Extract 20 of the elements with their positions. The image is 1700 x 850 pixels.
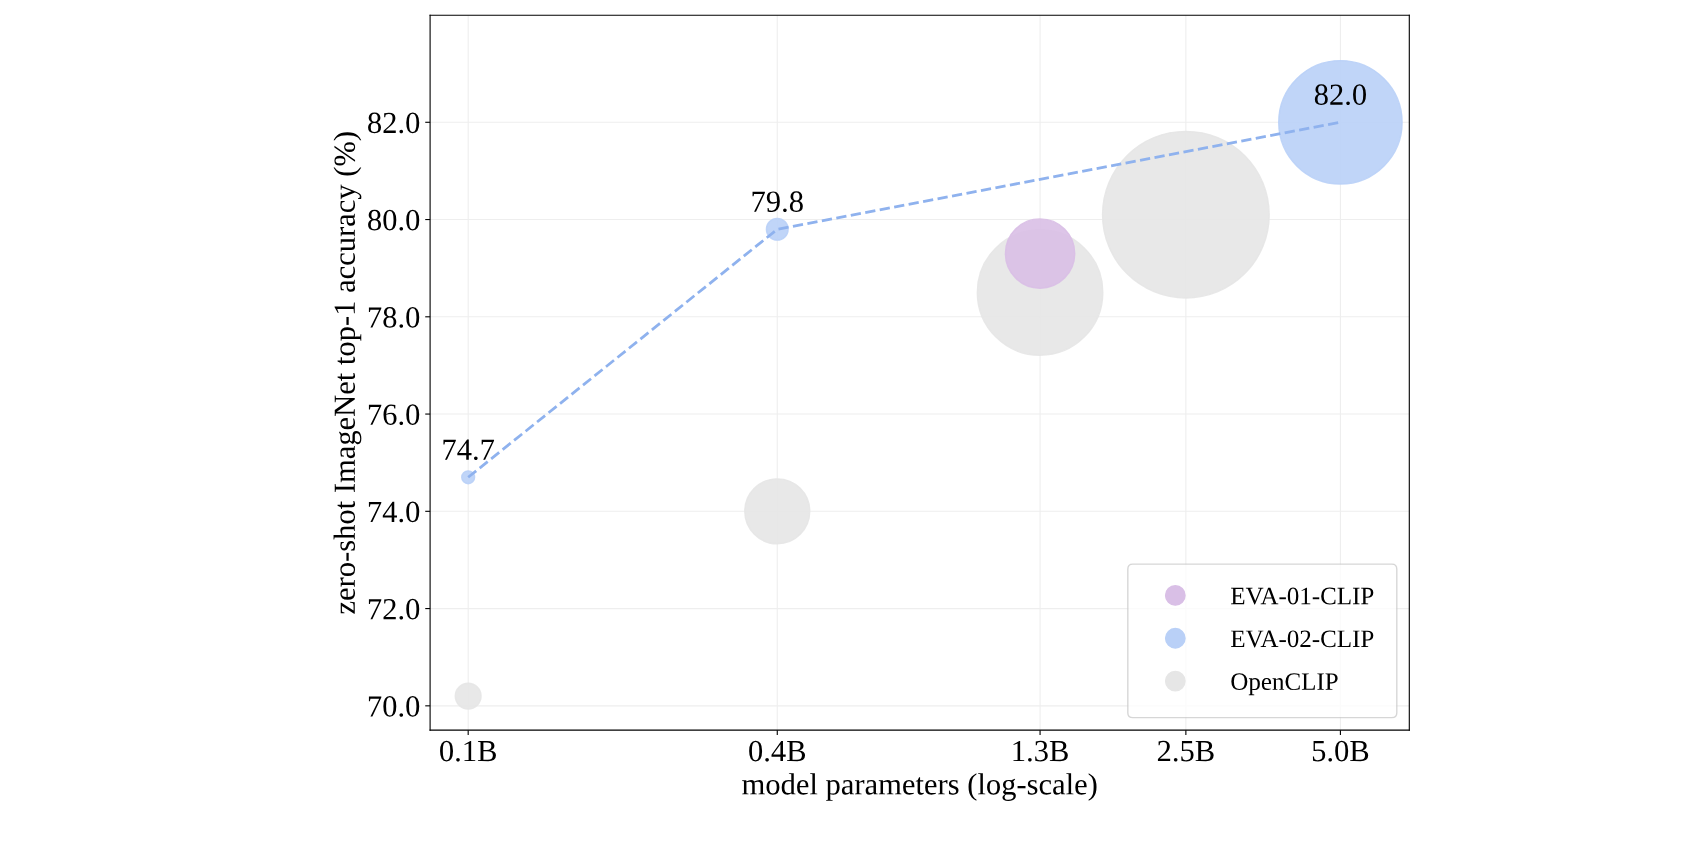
x-tick-label: 1.3B [1013,740,1068,762]
x-axis-title: model parameters (log-scale) [742,773,1097,801]
y-tick-label: 70.0 [368,696,420,717]
y-tick-label: 78.0 [368,307,420,328]
y-tick-label: 76.0 [368,404,420,426]
y-tick-label: 82.0 [368,112,420,134]
x-tick-label: 2.5B [1157,740,1214,762]
data-label: 82.0 [1314,84,1366,106]
legend-label: OpenCLIP [1231,673,1338,696]
data-label: 79.8 [752,191,803,213]
legend-label: EVA-02-CLIP [1231,630,1374,648]
x-tick-label: 0.1B [440,740,496,762]
y-tick-label: 72.0 [368,598,420,620]
legend-label: EVA-01-CLIP [1231,587,1374,605]
y-tick-label: 80.0 [368,209,420,231]
y-tick-label: 74.0 [368,501,420,523]
y-axis-title: zero-shot ImageNet top-1 accuracy (%) [333,132,362,614]
x-tick-label: 5.0B [1312,740,1369,762]
data-label: 74.7 [443,439,495,461]
x-tick-label: 0.4B [749,740,806,762]
